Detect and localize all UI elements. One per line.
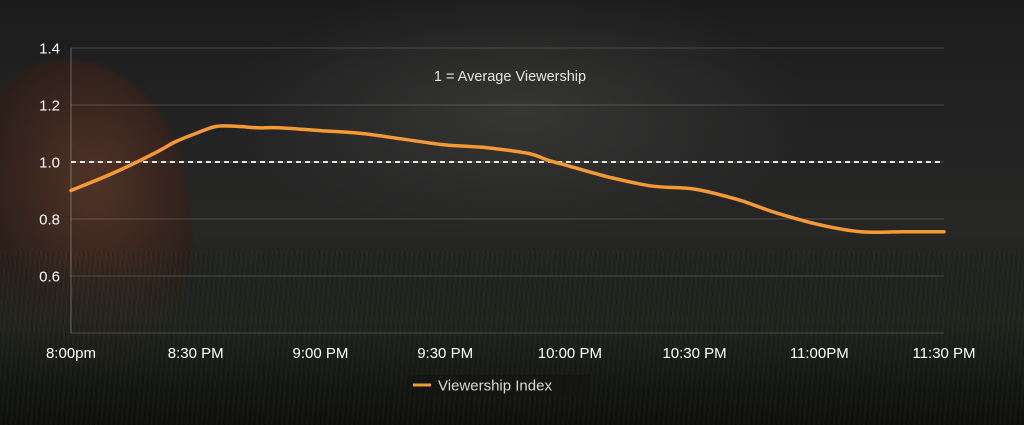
legend-label-viewership-index: Viewership Index (438, 378, 552, 395)
y-tick-label: 0.8 (39, 212, 60, 229)
x-tick-label: 11:30 PM (912, 345, 975, 362)
x-tick-label: 10:00 PM (538, 345, 602, 362)
legend-background (406, 375, 590, 397)
average-annotation: 1 = Average Viewership (434, 69, 586, 85)
x-axis-ticks: 8:00pm 8:30 PM 9:00 PM 9:30 PM 10:00 PM 10:30… (46, 345, 976, 362)
x-tick-label: 10:30 PM (662, 345, 726, 362)
x-tick-label: 9:00 PM (292, 345, 348, 362)
x-tick-label: 11:00PM (790, 345, 849, 362)
y-tick-label: 0.6 (39, 269, 60, 286)
x-tick-label: 9:30 PM (417, 345, 473, 362)
y-tick-label: 1.2 (39, 98, 60, 115)
x-tick-label: 8:00pm (46, 345, 96, 362)
y-axis-ticks: 0.6 0.8 1.0 1.2 1.4 (39, 41, 60, 286)
series-line-viewership-index (69, 124, 946, 235)
y-tick-label: 1.0 (39, 155, 60, 172)
x-tick-label: 8:30 PM (168, 345, 224, 362)
grid-lines (71, 47, 944, 334)
y-tick-label: 1.4 (39, 41, 60, 58)
legend: Viewership Index (406, 375, 590, 397)
